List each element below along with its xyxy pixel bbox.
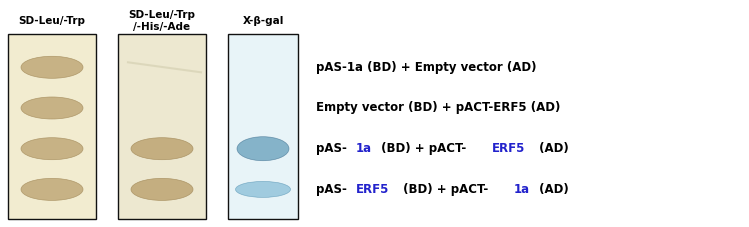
Ellipse shape bbox=[131, 178, 193, 200]
Ellipse shape bbox=[131, 138, 193, 160]
Text: SD-Leu/-Trp: SD-Leu/-Trp bbox=[19, 16, 85, 26]
Text: 1a: 1a bbox=[356, 142, 372, 155]
Ellipse shape bbox=[21, 56, 83, 78]
FancyBboxPatch shape bbox=[118, 34, 206, 219]
FancyBboxPatch shape bbox=[228, 34, 298, 219]
Text: (BD) + pACT-: (BD) + pACT- bbox=[377, 142, 466, 155]
Text: ERF5: ERF5 bbox=[356, 183, 389, 196]
Ellipse shape bbox=[235, 181, 291, 197]
Ellipse shape bbox=[21, 138, 83, 160]
FancyBboxPatch shape bbox=[8, 34, 96, 219]
Ellipse shape bbox=[21, 97, 83, 119]
Text: X-β-gal: X-β-gal bbox=[243, 16, 284, 26]
Text: (AD): (AD) bbox=[535, 183, 568, 196]
Text: Empty vector (BD) + pACT-ERF5 (AD): Empty vector (BD) + pACT-ERF5 (AD) bbox=[316, 101, 560, 114]
Text: ERF5: ERF5 bbox=[492, 142, 525, 155]
Text: 1a: 1a bbox=[514, 183, 530, 196]
Text: SD-Leu/-Trp
/-His/-Ade: SD-Leu/-Trp /-His/-Ade bbox=[129, 10, 195, 32]
Ellipse shape bbox=[237, 137, 289, 161]
Text: pAS-1a (BD) + Empty vector (AD): pAS-1a (BD) + Empty vector (AD) bbox=[316, 61, 536, 74]
Text: (AD): (AD) bbox=[535, 142, 568, 155]
Text: (BD) + pACT-: (BD) + pACT- bbox=[399, 183, 488, 196]
Ellipse shape bbox=[21, 178, 83, 200]
Text: pAS-: pAS- bbox=[316, 183, 347, 196]
Text: pAS-: pAS- bbox=[316, 142, 347, 155]
